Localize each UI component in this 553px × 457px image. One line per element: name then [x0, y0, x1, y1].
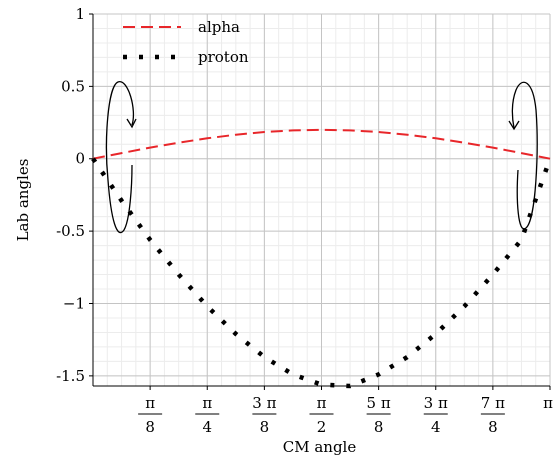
x-tick-numerator: π [145, 394, 155, 412]
x-tick-numerator: 3 π [424, 394, 448, 412]
x-tick-denominator: 8 [145, 418, 155, 436]
x-axis-label: CM angle [283, 438, 357, 456]
y-tick-label: 0 [75, 150, 85, 168]
y-tick-label: -1.5 [56, 367, 85, 385]
loop-arrow-right [511, 81, 538, 230]
x-tick-numerator: 7 π [481, 394, 505, 412]
x-tick-denominator: 4 [202, 418, 212, 436]
y-tick-label: 0.5 [61, 77, 85, 95]
series-line-proton [91, 157, 553, 389]
x-tick-numerator: π [202, 394, 212, 412]
x-tick-label: π [543, 394, 553, 412]
x-tick-numerator: 5 π [367, 394, 391, 412]
x-tick-denominator: 4 [431, 418, 441, 436]
x-tick-denominator: 8 [488, 418, 498, 436]
y-tick-label: −1 [63, 294, 85, 312]
x-tick-denominator: 2 [317, 418, 327, 436]
legend-label-proton: proton [198, 48, 249, 66]
arrowhead-left [126, 118, 137, 129]
series-line-alpha [92, 128, 551, 160]
x-tick-numerator: 3 π [252, 394, 276, 412]
y-axis-label: Lab angles [14, 159, 32, 242]
y-tick-label: -0.5 [56, 222, 85, 240]
x-tick-denominator: 8 [260, 418, 270, 436]
arrowhead-right [508, 120, 520, 131]
legend-label-alpha: alpha [198, 18, 240, 36]
x-tick-numerator: π [317, 394, 327, 412]
x-tick-denominator: 8 [374, 418, 384, 436]
y-tick-label: 1 [75, 5, 85, 23]
loop-arrow-left [105, 81, 134, 233]
